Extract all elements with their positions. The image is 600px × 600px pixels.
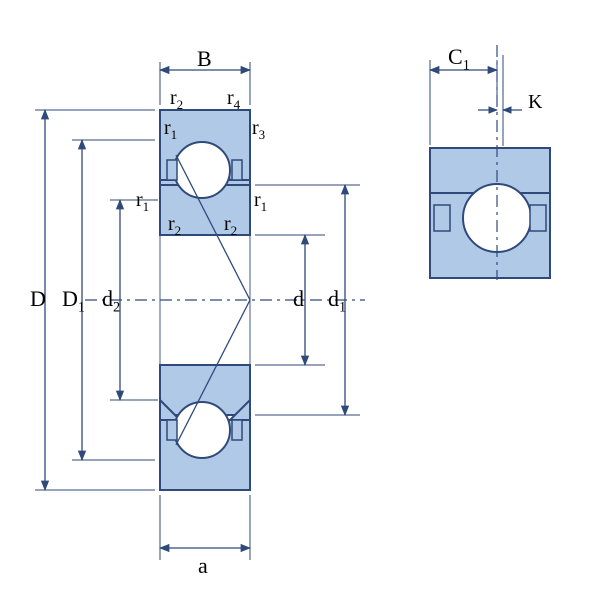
ball-detail [463,184,531,252]
label-d2: d2 [102,288,120,315]
ball-bottom [174,402,230,458]
label-C1: C1 [448,46,470,73]
label-r4-top-right: r4 [227,88,240,111]
label-d: d [293,288,304,310]
technical-drawing: B D D1 d2 d d1 a r2 r4 r1 r3 r1 r1 r2 r2… [0,0,600,600]
ball-top [174,142,230,198]
label-d1: d1 [328,288,346,315]
label-r2-inner-left: r2 [168,214,181,237]
right-detail [430,45,550,280]
label-r1-outer-left: r1 [164,118,177,141]
label-B: B [197,48,212,70]
label-D1: D1 [62,288,85,315]
label-r2-inner-right: r2 [224,214,237,237]
label-K: K [528,92,542,112]
bottom-cross-section [160,365,250,490]
dim-a [160,495,250,560]
label-a: a [198,555,208,577]
label-r3-outer-right: r3 [252,118,265,141]
label-r2-top-left: r2 [170,88,183,111]
label-r1-inner-left: r1 [136,190,149,213]
label-D: D [30,288,46,310]
label-r1-inner-right: r1 [254,190,267,213]
